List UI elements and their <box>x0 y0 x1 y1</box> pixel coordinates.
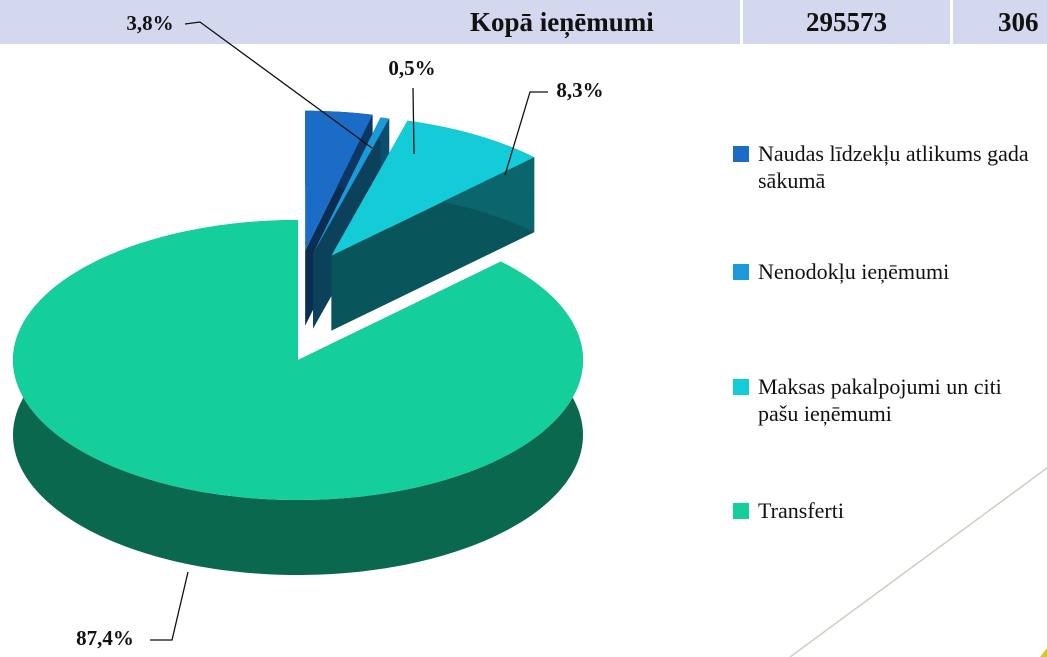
legend-label: Naudas līdzekļu atlikums gada sākumā <box>758 141 1029 193</box>
data-label: 3,8% <box>126 11 173 35</box>
header-band <box>0 0 1047 44</box>
data-label: 8,3% <box>556 78 603 102</box>
slice <box>305 110 373 251</box>
header-value: 295573 <box>806 7 887 37</box>
leader-line <box>504 91 548 176</box>
slice <box>313 117 390 254</box>
legend-swatch <box>733 379 749 395</box>
legend-item: Maksas pakalpojumi un citi pašu ieņēmumi <box>733 373 1033 427</box>
cell-border <box>740 0 743 44</box>
legend-item: Transferti <box>733 497 1033 524</box>
legend-item: Naudas līdzekļu atlikums gada sākumā <box>733 140 1033 194</box>
slice-group <box>13 220 583 575</box>
leader-line <box>150 571 189 641</box>
decor-corner <box>1040 648 1047 657</box>
data-label: 0,5% <box>388 56 435 80</box>
leader-line <box>412 87 415 155</box>
slice-group <box>331 120 535 331</box>
decor-line <box>789 467 1047 657</box>
header-label: Kopā ieņēmumi <box>470 7 654 37</box>
slice <box>331 120 535 256</box>
cell-border <box>950 0 953 44</box>
header-value: 306 <box>998 7 1039 37</box>
data-label: 87,4% <box>76 626 134 650</box>
leader-line <box>184 21 373 149</box>
legend-label: Transferti <box>758 498 844 523</box>
legend-swatch <box>733 146 749 162</box>
legend-item: Nenodokļu ieņēmumi <box>733 258 1033 285</box>
legend-swatch <box>733 503 749 519</box>
legend-label: Maksas pakalpojumi un citi pašu ieņēmumi <box>758 374 1002 426</box>
legend-label: Nenodokļu ieņēmumi <box>758 259 950 284</box>
legend-swatch <box>733 264 749 280</box>
slice <box>13 220 583 500</box>
